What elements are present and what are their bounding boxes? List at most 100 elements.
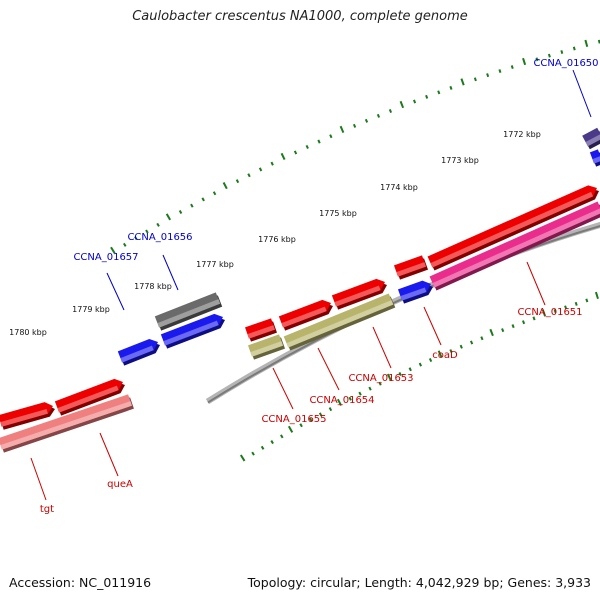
scale-tick — [280, 152, 286, 161]
scale-tick — [145, 229, 149, 234]
scale-tick — [190, 203, 194, 208]
scale-tick — [235, 179, 240, 184]
scale-tick — [564, 305, 568, 310]
label-leader-lines — [30, 69, 592, 501]
scale-tick — [358, 391, 362, 396]
scale-tick — [541, 309, 547, 317]
gene-label: CCNA_01650 — [533, 58, 598, 69]
gene-coad — [393, 255, 429, 280]
scale-tick — [489, 328, 494, 337]
scale-tick — [309, 417, 313, 422]
leader-line — [572, 69, 592, 118]
scale-tick — [425, 94, 429, 99]
scale-label: 1776 kbp — [258, 235, 296, 244]
scale-tick — [522, 57, 527, 66]
scale-tick — [553, 309, 557, 313]
gene-ccna-01656-gray-highlight — [157, 299, 221, 328]
map-title: Caulobacter crescentus NA1000, complete … — [132, 9, 468, 24]
scale-tick — [165, 213, 172, 221]
gene-tgt — [0, 402, 55, 430]
gene-ccna-01656-highlight — [163, 320, 219, 346]
scale-tick — [585, 298, 589, 303]
scale-tick — [339, 125, 345, 134]
scale-tick — [222, 182, 228, 190]
scale-tick — [412, 99, 417, 104]
gene-ccna-01655-khaki-highlight — [250, 341, 284, 357]
gene-labels: CCNA_01650 CCNA_01651 coaD CCNA_01653 CCNA_0… — [40, 58, 599, 515]
gene-ccna-01650-highlight — [585, 134, 600, 147]
scale-tick — [486, 73, 490, 78]
scale-tick — [280, 434, 284, 439]
scale-label: 1778 kbp — [134, 282, 172, 291]
scale-tick — [460, 78, 465, 86]
genome-info-text: Topology: circular; Length: 4,042,929 bp… — [247, 575, 591, 590]
scale-labels: 1772 kbp 1773 kbp 1774 kbp 1775 kbp 1776 kbp… — [9, 130, 541, 337]
scale-tick — [408, 367, 412, 372]
scale-tick — [473, 77, 477, 82]
scale-tick — [134, 236, 138, 241]
gene-label: coaD — [432, 350, 458, 361]
scale-tick — [110, 246, 116, 254]
gene-coad-highlight — [396, 262, 427, 277]
scale-tick — [258, 167, 263, 172]
gene-label: CCNA_01654 — [309, 395, 374, 406]
gene-ccna-01655-highlight — [247, 325, 275, 339]
scale-tick — [287, 425, 294, 433]
scale-tick — [317, 139, 321, 144]
leader-line — [106, 272, 125, 311]
scale-label: 1775 kbp — [319, 209, 357, 218]
leader-line — [423, 306, 442, 346]
scale-tick — [399, 100, 405, 109]
gene-ccna-01651-highlight — [430, 191, 594, 268]
scale-tick — [270, 161, 274, 166]
scale-tick — [398, 371, 402, 376]
gene-ccna-01653-highlight — [334, 285, 381, 307]
scale-tick — [572, 46, 576, 51]
scale-tick — [251, 451, 255, 456]
scale-tick — [437, 350, 443, 358]
gene-label: tgt — [40, 504, 54, 515]
scale-tick — [329, 134, 333, 139]
scale-label: 1773 kbp — [441, 156, 479, 165]
scale-tick — [270, 440, 274, 445]
scale-tick — [510, 65, 514, 70]
outer-scale-ticks — [110, 39, 600, 254]
scale-label: 1777 kbp — [196, 260, 234, 269]
scale-tick — [418, 362, 423, 367]
scale-tick — [594, 291, 599, 300]
scale-tick — [480, 336, 484, 341]
gene-ccna-01656 — [160, 313, 225, 349]
scale-tick — [239, 454, 246, 462]
gene-tgt-highlight — [0, 409, 48, 427]
leader-line — [372, 326, 392, 369]
scale-tick — [247, 173, 251, 178]
gene-ccna-01653-khaki-highlight — [286, 300, 394, 348]
scale-tick — [378, 381, 382, 386]
scale-tick — [212, 191, 217, 196]
scale-tick — [293, 150, 298, 155]
gene-label: CCNA_01657 — [73, 252, 138, 263]
scale-tick — [305, 144, 309, 149]
scale-tick — [260, 445, 265, 450]
scale-tick — [522, 320, 526, 325]
scale-tick — [201, 197, 205, 202]
scale-tick — [511, 324, 515, 329]
gene-label: CCNA_01653 — [348, 373, 413, 384]
scale-tick — [449, 85, 453, 90]
scale-tick — [547, 53, 551, 58]
scale-tick — [364, 118, 369, 123]
gene-ccna-01651-pink-highlight — [432, 208, 600, 288]
gene-ccna-01654-highlight — [281, 306, 327, 328]
scale-tick — [437, 90, 441, 95]
gene-ccna-01653 — [331, 278, 387, 310]
scale-tick — [318, 412, 323, 417]
scale-tick — [469, 340, 474, 345]
gene-ccna-01650-rev — [589, 149, 600, 167]
scale-label: 1772 kbp — [503, 130, 541, 139]
leader-line — [30, 457, 47, 501]
gene-quea — [54, 378, 126, 416]
scale-tick — [459, 344, 463, 349]
scale-tick — [498, 69, 502, 74]
